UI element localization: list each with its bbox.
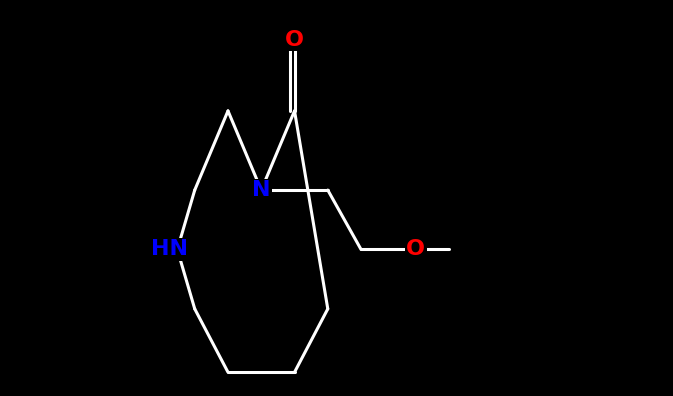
- Text: O: O: [406, 240, 425, 259]
- Text: N: N: [252, 180, 271, 200]
- Text: HN: HN: [151, 240, 188, 259]
- Text: O: O: [285, 30, 304, 50]
- Text: HN: HN: [151, 240, 188, 259]
- Text: O: O: [406, 240, 425, 259]
- Text: N: N: [252, 180, 271, 200]
- Text: O: O: [285, 30, 304, 50]
